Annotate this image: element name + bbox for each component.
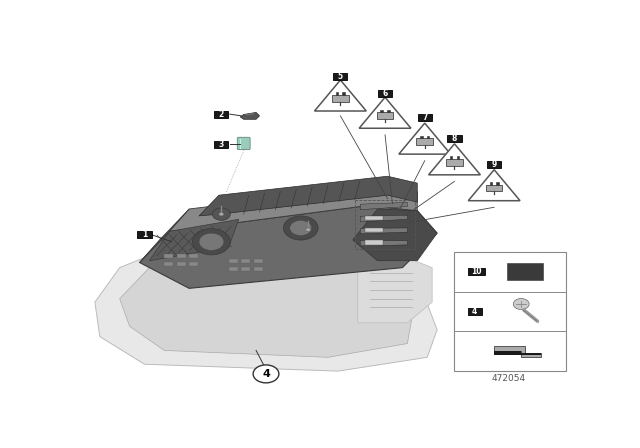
Polygon shape	[429, 144, 481, 175]
Text: 472054: 472054	[492, 374, 526, 383]
Polygon shape	[169, 185, 417, 232]
FancyBboxPatch shape	[496, 182, 499, 185]
Bar	[164, 254, 173, 258]
Circle shape	[306, 228, 310, 232]
FancyBboxPatch shape	[446, 159, 463, 165]
Bar	[253, 259, 262, 263]
Text: 1: 1	[142, 230, 147, 239]
Circle shape	[253, 365, 279, 383]
Polygon shape	[399, 123, 451, 154]
Polygon shape	[150, 220, 239, 261]
FancyBboxPatch shape	[427, 136, 429, 138]
Circle shape	[513, 298, 529, 310]
FancyBboxPatch shape	[450, 156, 452, 159]
Text: 9: 9	[492, 159, 497, 168]
Text: 2: 2	[219, 110, 224, 119]
Bar	[241, 259, 250, 263]
Bar	[229, 259, 237, 263]
Polygon shape	[494, 351, 541, 355]
FancyBboxPatch shape	[456, 156, 459, 159]
Polygon shape	[360, 202, 408, 210]
FancyBboxPatch shape	[138, 231, 152, 238]
Bar	[241, 267, 250, 271]
FancyBboxPatch shape	[468, 268, 485, 276]
FancyBboxPatch shape	[365, 228, 383, 233]
FancyBboxPatch shape	[377, 112, 394, 119]
FancyBboxPatch shape	[365, 241, 383, 245]
Bar	[253, 267, 262, 271]
FancyBboxPatch shape	[342, 92, 345, 95]
FancyBboxPatch shape	[378, 90, 392, 97]
FancyBboxPatch shape	[381, 110, 383, 112]
Circle shape	[199, 233, 224, 250]
Polygon shape	[360, 228, 408, 234]
FancyBboxPatch shape	[447, 135, 461, 142]
Polygon shape	[140, 206, 437, 289]
Polygon shape	[360, 215, 408, 222]
FancyBboxPatch shape	[417, 138, 433, 145]
Bar	[189, 262, 198, 266]
Polygon shape	[240, 112, 260, 119]
Polygon shape	[468, 170, 520, 201]
FancyBboxPatch shape	[507, 263, 543, 280]
Text: 4: 4	[472, 307, 477, 316]
Circle shape	[212, 208, 230, 220]
FancyBboxPatch shape	[365, 216, 383, 220]
Text: 6: 6	[383, 89, 388, 98]
Circle shape	[284, 216, 318, 240]
Polygon shape	[314, 80, 366, 111]
FancyBboxPatch shape	[490, 182, 492, 185]
Bar	[164, 262, 173, 266]
FancyBboxPatch shape	[387, 110, 390, 112]
FancyBboxPatch shape	[333, 73, 348, 80]
FancyBboxPatch shape	[487, 160, 501, 168]
Circle shape	[219, 212, 224, 216]
Polygon shape	[359, 97, 411, 128]
FancyBboxPatch shape	[467, 308, 482, 315]
Polygon shape	[140, 209, 189, 263]
Polygon shape	[494, 346, 541, 357]
Text: 4: 4	[262, 369, 270, 379]
FancyBboxPatch shape	[454, 252, 566, 371]
Polygon shape	[95, 237, 437, 371]
Text: 5: 5	[338, 72, 343, 81]
Text: 10: 10	[472, 267, 482, 276]
FancyBboxPatch shape	[214, 111, 228, 118]
FancyBboxPatch shape	[336, 92, 339, 95]
Polygon shape	[199, 176, 417, 216]
Bar	[177, 262, 186, 266]
FancyBboxPatch shape	[418, 114, 432, 121]
Circle shape	[290, 220, 312, 236]
FancyBboxPatch shape	[420, 136, 422, 138]
Bar	[177, 254, 186, 258]
Polygon shape	[358, 254, 432, 323]
Bar	[229, 267, 237, 271]
Text: 8: 8	[452, 134, 457, 143]
FancyBboxPatch shape	[237, 137, 250, 150]
Bar	[189, 254, 198, 258]
FancyBboxPatch shape	[332, 95, 349, 102]
Text: 3: 3	[218, 140, 223, 149]
FancyBboxPatch shape	[214, 141, 228, 148]
Circle shape	[193, 228, 230, 255]
Polygon shape	[353, 209, 437, 261]
FancyBboxPatch shape	[486, 185, 502, 191]
Text: 7: 7	[422, 113, 428, 122]
Polygon shape	[360, 241, 408, 246]
Polygon shape	[120, 247, 412, 358]
